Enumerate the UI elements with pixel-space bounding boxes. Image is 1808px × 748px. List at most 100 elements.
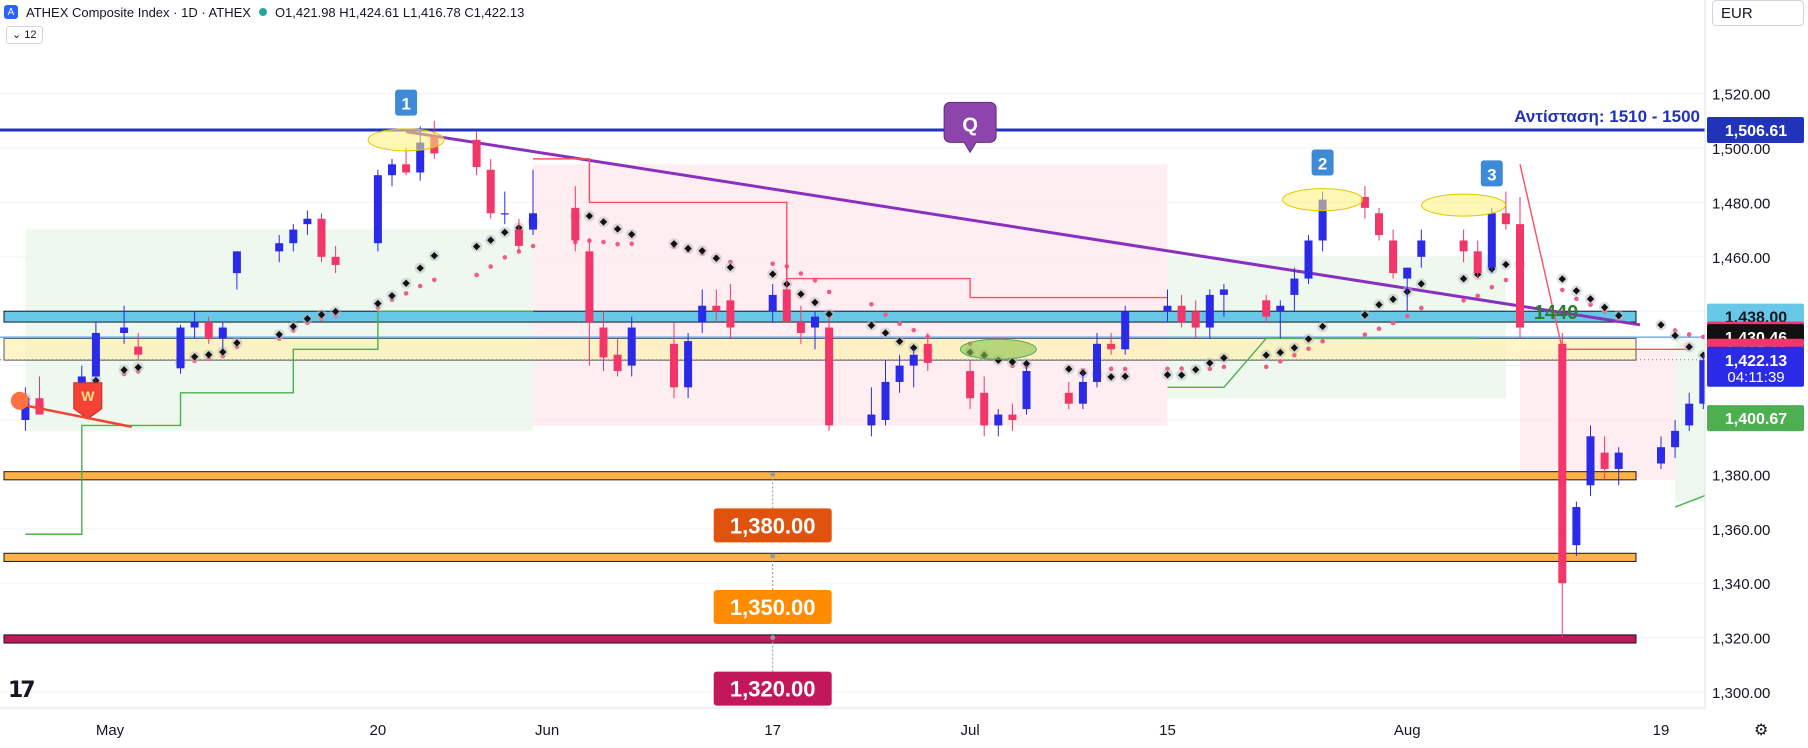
candle-body[interactable] — [331, 256, 340, 265]
candle-body[interactable] — [1360, 196, 1369, 208]
currency-selector[interactable]: EUR — [1712, 0, 1804, 26]
candle-body[interactable] — [726, 300, 735, 328]
candle-body[interactable] — [91, 332, 100, 377]
price-tag[interactable] — [713, 590, 832, 624]
candle-body[interactable] — [782, 289, 791, 323]
candle-body[interactable] — [1219, 289, 1228, 295]
candle-body[interactable] — [1657, 447, 1665, 464]
candle-body[interactable] — [176, 327, 185, 369]
price-tag[interactable] — [713, 508, 832, 543]
candle-body[interactable] — [486, 169, 495, 214]
candle-body[interactable] — [1572, 507, 1581, 546]
candle-body[interactable] — [909, 354, 918, 366]
candle-body[interactable] — [1487, 213, 1496, 268]
candle-body[interactable] — [1177, 305, 1186, 323]
candle-body[interactable] — [514, 229, 523, 246]
candle-body[interactable] — [923, 343, 932, 363]
candle-body[interactable] — [120, 327, 129, 333]
candle-body[interactable] — [1064, 392, 1073, 404]
candle-body[interactable] — [881, 381, 890, 420]
candle-body[interactable] — [1318, 199, 1327, 241]
candle-body[interactable] — [895, 365, 904, 382]
candle-body[interactable] — [966, 371, 975, 399]
candle-body[interactable] — [867, 414, 876, 426]
candle-body[interactable] — [1290, 278, 1299, 295]
candle-body[interactable] — [1008, 414, 1017, 420]
marker-number-box[interactable] — [1480, 160, 1503, 187]
candle-body[interactable] — [571, 207, 580, 241]
symbol-title[interactable]: ATHEX Composite Index · 1D · ATHEX — [26, 4, 251, 20]
indicator-count-badge[interactable]: ⌄ 12 — [6, 26, 43, 44]
candle-body[interactable] — [684, 341, 693, 388]
candle-body[interactable] — [402, 164, 411, 173]
candle-body[interactable] — [980, 392, 989, 426]
candle-body[interactable] — [1699, 360, 1708, 404]
gear-icon[interactable]: ⚙ — [1754, 722, 1769, 739]
candle-body[interactable] — [712, 305, 721, 312]
marker-w-flag[interactable] — [73, 382, 103, 420]
candle-body[interactable] — [1262, 300, 1271, 317]
ma-black-dot — [374, 299, 382, 308]
candle-body[interactable] — [1107, 343, 1116, 350]
ma-black-dot — [487, 236, 495, 244]
candle-body[interactable] — [1473, 251, 1482, 274]
candle-body[interactable] — [1459, 240, 1468, 252]
candle-body[interactable] — [1304, 240, 1313, 279]
candle-body[interactable] — [796, 322, 805, 333]
candle-body[interactable] — [768, 294, 777, 312]
candle-body[interactable] — [218, 327, 227, 339]
candle-body[interactable] — [289, 229, 298, 244]
candle-body[interactable] — [1276, 305, 1285, 312]
candle-body[interactable] — [1685, 403, 1694, 426]
candle-body[interactable] — [1375, 213, 1383, 236]
candle-body[interactable] — [1078, 381, 1087, 404]
candle-body[interactable] — [1093, 343, 1101, 382]
candle-body[interactable] — [1191, 311, 1200, 328]
candle-body[interactable] — [472, 139, 481, 168]
candle-body[interactable] — [1516, 224, 1524, 328]
marker-number-box[interactable] — [395, 89, 418, 116]
candle-body[interactable] — [232, 251, 241, 274]
ma-black-dot — [1558, 275, 1566, 283]
candle-body[interactable] — [1600, 452, 1609, 469]
candle-body[interactable] — [1163, 305, 1172, 312]
candle-body[interactable] — [317, 218, 326, 257]
candle-body[interactable] — [1022, 371, 1031, 410]
candle-body[interactable] — [134, 346, 143, 355]
candle-body[interactable] — [204, 322, 213, 339]
candle-body[interactable] — [500, 213, 509, 215]
candle-body[interactable] — [585, 251, 594, 323]
candle-body[interactable] — [1501, 213, 1510, 225]
candle-body[interactable] — [670, 343, 678, 388]
candle-body[interactable] — [1558, 343, 1567, 584]
candle-body[interactable] — [21, 398, 30, 420]
candle-body[interactable] — [1121, 311, 1130, 350]
candle-body[interactable] — [1614, 452, 1623, 469]
candle-body[interactable] — [303, 218, 312, 225]
candle-body[interactable] — [1403, 267, 1412, 279]
candle-body[interactable] — [416, 142, 425, 173]
candle-body[interactable] — [35, 398, 44, 415]
candle-body[interactable] — [825, 327, 834, 426]
candle-body[interactable] — [811, 316, 819, 328]
marker-q-pin[interactable] — [943, 101, 997, 154]
candle-body[interactable] — [529, 213, 537, 230]
candle-body[interactable] — [1671, 430, 1680, 448]
candle-body[interactable] — [698, 305, 707, 323]
candle-body[interactable] — [599, 327, 608, 358]
tradingview-logo-icon[interactable]: 17 — [8, 678, 36, 703]
candle-body[interactable] — [373, 175, 382, 244]
candle-body[interactable] — [994, 414, 1003, 426]
candle-body[interactable] — [1417, 240, 1426, 257]
candle-body[interactable] — [627, 327, 636, 366]
marker-number-box[interactable] — [1311, 149, 1334, 176]
candle-body[interactable] — [1389, 240, 1398, 274]
price-tag[interactable] — [713, 671, 832, 706]
candle-body[interactable] — [1586, 436, 1595, 486]
candle-body[interactable] — [388, 164, 396, 176]
candle-body[interactable] — [190, 322, 199, 328]
candle-body[interactable] — [275, 243, 284, 252]
candle-body[interactable] — [613, 354, 622, 372]
candle-body[interactable] — [1205, 294, 1214, 328]
